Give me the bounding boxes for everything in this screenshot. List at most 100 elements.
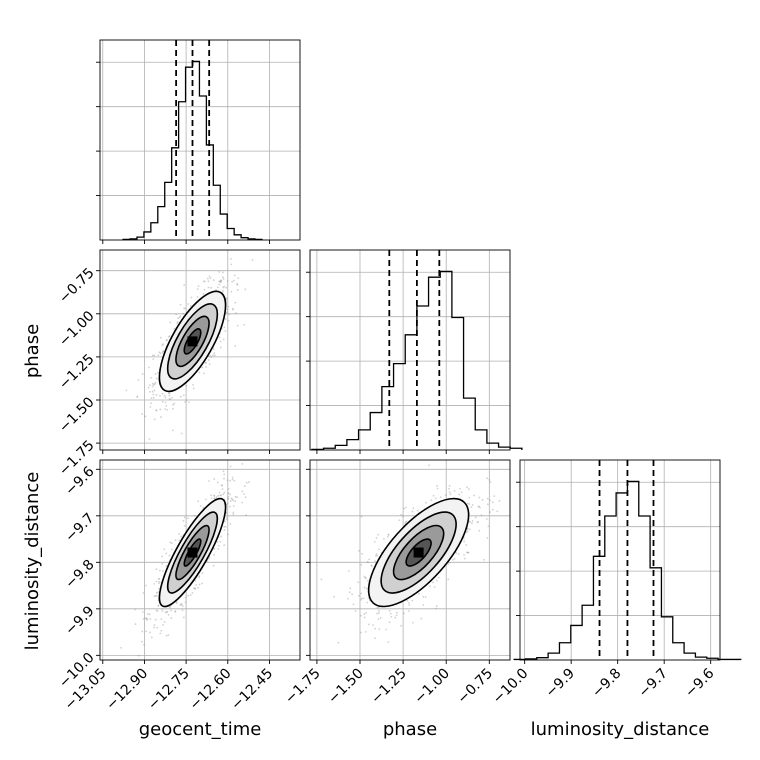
y-tick-label: −9.7 bbox=[62, 510, 97, 545]
scatter-point bbox=[164, 401, 167, 404]
scatter-point bbox=[463, 457, 465, 459]
scatter-point bbox=[447, 578, 450, 581]
scatter-point bbox=[212, 564, 215, 567]
scatter-point bbox=[232, 308, 234, 311]
scatter-point bbox=[436, 487, 439, 490]
scatter-point bbox=[498, 499, 501, 502]
scatter-point bbox=[154, 595, 157, 597]
scatter-point bbox=[236, 496, 238, 499]
scatter-point bbox=[234, 500, 237, 503]
panel-frame bbox=[99, 39, 301, 241]
sigma-contour bbox=[367, 497, 470, 608]
scatter-point bbox=[168, 398, 171, 400]
scatter-point bbox=[372, 624, 374, 627]
scatter-point bbox=[162, 350, 165, 353]
scatter-point bbox=[465, 531, 468, 534]
scatter-point bbox=[219, 280, 222, 283]
scatter-point bbox=[225, 512, 228, 515]
scatter-point bbox=[216, 541, 219, 543]
scatter-point bbox=[223, 525, 226, 528]
scatter-point bbox=[223, 491, 226, 494]
scatter-point bbox=[176, 322, 179, 325]
scatter-point bbox=[161, 351, 164, 354]
scatter-point bbox=[158, 577, 161, 580]
scatter-point bbox=[362, 597, 365, 600]
scatter-point bbox=[243, 485, 246, 488]
scatter-point bbox=[225, 518, 228, 521]
scatter-point bbox=[152, 384, 155, 386]
scatter-point bbox=[365, 611, 368, 614]
scatter-point bbox=[189, 305, 192, 307]
scatter-point bbox=[237, 277, 240, 280]
x-tick-label: −1.00 bbox=[411, 666, 453, 708]
scatter-point bbox=[357, 581, 360, 584]
scatter-point bbox=[156, 610, 159, 612]
scatter-point bbox=[375, 537, 378, 539]
scatter-point bbox=[354, 610, 357, 612]
scatter-point bbox=[155, 409, 158, 412]
scatter-point bbox=[170, 617, 173, 619]
scatter-point bbox=[137, 379, 140, 382]
scatter-point bbox=[227, 498, 230, 501]
scatter-point bbox=[486, 497, 489, 500]
scatter-point bbox=[136, 396, 139, 398]
scatter-point bbox=[182, 616, 185, 619]
scatter-point bbox=[150, 402, 153, 405]
scatter-point bbox=[458, 493, 461, 496]
scatter-point bbox=[241, 490, 244, 493]
scatter-point bbox=[168, 335, 171, 337]
scatter-point bbox=[218, 280, 221, 283]
pair-panel-luminosity_distance-vs-phase bbox=[309, 457, 511, 661]
scatter-point bbox=[165, 339, 168, 342]
scatter-point bbox=[165, 552, 168, 555]
scatter-point bbox=[225, 516, 228, 519]
scatter-point bbox=[203, 280, 206, 283]
scatter-point bbox=[448, 491, 451, 493]
scatter-point bbox=[347, 570, 350, 572]
scatter-point bbox=[152, 393, 155, 396]
scatter-point bbox=[149, 390, 151, 393]
scatter-point bbox=[147, 613, 149, 615]
scatter-point bbox=[364, 576, 367, 579]
scatter-point bbox=[141, 413, 144, 416]
scatter-point bbox=[152, 358, 155, 361]
panel-frame bbox=[519, 459, 721, 661]
scatter-point bbox=[166, 408, 169, 411]
scatter-point bbox=[158, 569, 161, 572]
scatter-point bbox=[204, 361, 207, 364]
scatter-point bbox=[161, 392, 164, 395]
scatter-point bbox=[213, 478, 216, 480]
scatter-point bbox=[221, 488, 224, 490]
scatter-point bbox=[168, 554, 171, 557]
scatter-point bbox=[155, 609, 158, 612]
scatter-point bbox=[470, 506, 473, 509]
scatter-point bbox=[159, 408, 162, 411]
scatter-point bbox=[222, 470, 225, 473]
scatter-point bbox=[164, 408, 166, 410]
scatter-point bbox=[201, 572, 204, 574]
scatter-point bbox=[192, 387, 195, 390]
scatter-point bbox=[134, 608, 137, 611]
scatter-point bbox=[370, 565, 373, 567]
scatter-point bbox=[226, 280, 229, 282]
scatter-point bbox=[155, 580, 158, 583]
scatter-point bbox=[197, 586, 200, 589]
scatter-point bbox=[179, 603, 182, 606]
scatter-point bbox=[225, 311, 228, 314]
scatter-point bbox=[236, 283, 238, 285]
scatter-point bbox=[155, 592, 158, 594]
scatter-point bbox=[212, 354, 214, 357]
scatter-point bbox=[217, 494, 220, 497]
scatter-point bbox=[229, 500, 232, 503]
scatter-point bbox=[388, 621, 391, 624]
scatter-point bbox=[158, 582, 160, 585]
scatter-point bbox=[243, 323, 246, 326]
scatter-point bbox=[370, 564, 373, 567]
scatter-point bbox=[198, 576, 201, 579]
scatter-point bbox=[210, 494, 213, 497]
scatter-point bbox=[231, 478, 234, 481]
scatter-point bbox=[436, 484, 438, 487]
scatter-point bbox=[141, 373, 144, 375]
scatter-point bbox=[471, 522, 473, 525]
scatter-point bbox=[220, 535, 222, 538]
